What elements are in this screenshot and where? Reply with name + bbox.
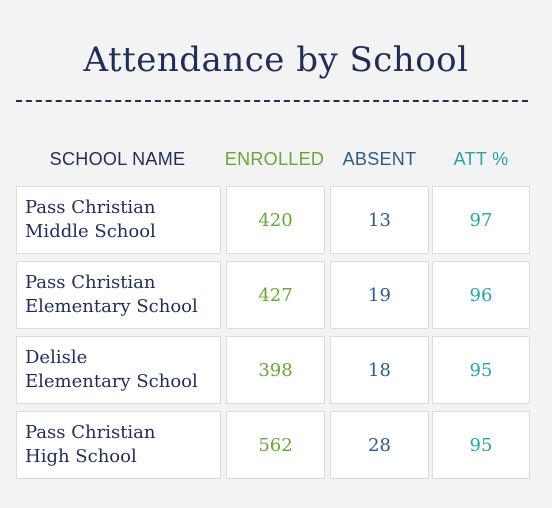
- enrolled-cell: 427: [226, 261, 325, 329]
- enrolled-cell: 398: [226, 336, 325, 404]
- att-percent-cell: 95: [432, 336, 530, 404]
- absent-cell: 13: [330, 186, 429, 254]
- absent-cell: 19: [330, 261, 429, 329]
- att-percent-cell: 95: [432, 411, 530, 479]
- page-title: Attendance by School: [83, 40, 469, 80]
- school-name-cell: Pass Christian Elementary School: [16, 261, 221, 329]
- header-absent: ABSENT: [342, 149, 417, 169]
- table-row: Pass Christian Elementary School 427 19 …: [0, 261, 552, 333]
- att-percent-cell: 96: [432, 261, 530, 329]
- header-att-percent: ATT %: [453, 149, 509, 169]
- absent-cell: 28: [330, 411, 429, 479]
- table-header: SCHOOL NAME ENROLLED ABSENT ATT %: [0, 146, 552, 172]
- school-name-cell: Delisle Elementary School: [16, 336, 221, 404]
- dashed-divider: [16, 100, 528, 102]
- header-school-name: SCHOOL NAME: [49, 149, 186, 169]
- school-name: Pass Christian Elementary School: [25, 272, 198, 317]
- school-name: Pass Christian High School: [25, 422, 156, 467]
- table-row: Pass Christian High School 562 28 95: [0, 411, 552, 483]
- table-row: Delisle Elementary School 398 18 95: [0, 336, 552, 408]
- table-row: Pass Christian Middle School 420 13 97: [0, 186, 552, 258]
- enrolled-cell: 562: [226, 411, 325, 479]
- school-name-cell: Pass Christian High School: [16, 411, 221, 479]
- school-name: Delisle Elementary School: [25, 347, 198, 392]
- school-name-cell: Pass Christian Middle School: [16, 186, 221, 254]
- school-name: Pass Christian Middle School: [25, 197, 156, 242]
- att-percent-cell: 97: [432, 186, 530, 254]
- absent-cell: 18: [330, 336, 429, 404]
- enrolled-cell: 420: [226, 186, 325, 254]
- header-enrolled: ENROLLED: [224, 149, 325, 169]
